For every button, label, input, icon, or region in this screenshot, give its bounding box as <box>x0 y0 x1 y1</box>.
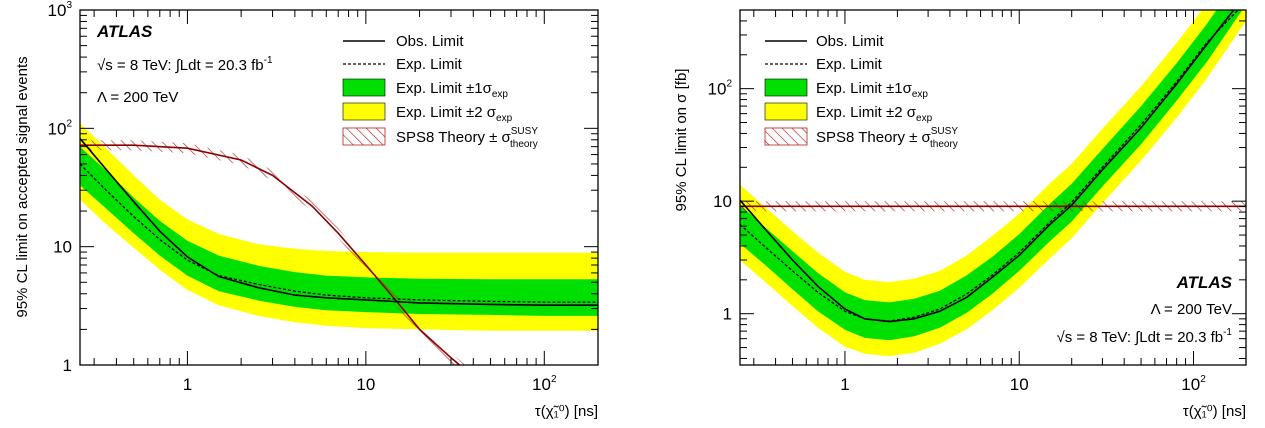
left-legend-1sigma: Exp. Limit ±1σexp <box>396 80 508 100</box>
left-xtick-label: 1 <box>183 375 192 394</box>
left-panel: 1 10 102 1 10 102 103 95% CL limit on accepted… <box>14 0 599 420</box>
left-ytick-label: 102 <box>48 118 73 138</box>
right-legend-2sigma: Exp. Limit ±2 σexp <box>816 104 933 124</box>
right-panel: 1 10 102 1 10 102 95% CL limit on σ [fb] τ(χ̃… <box>673 9 1247 420</box>
left-ytick-label: 10 <box>53 238 72 257</box>
right-xlabel: τ(χ̃₁⁰) [ns] <box>1183 403 1246 420</box>
left-observed-line <box>80 137 598 306</box>
right-energy-label: √s = 8 TeV: ∫Ldt = 20.3 fb-1 <box>1056 327 1232 346</box>
left-legend-1sigma-swatch <box>342 78 386 97</box>
left-energy-sup: -1 <box>264 55 273 66</box>
left-legend-theory-sub: theory <box>510 139 538 150</box>
right-legend-2sigma-sub: exp <box>916 113 933 124</box>
right-energy-sup: -1 <box>1223 327 1232 338</box>
left-legend-theory: SPS8 Theory ± σSUSY theory <box>396 126 538 150</box>
right-xtick-label: 10 <box>1010 375 1029 394</box>
left-frame <box>79 9 599 366</box>
left-expected-line <box>80 163 598 303</box>
right-legend-1sigma-sub: exp <box>912 89 929 100</box>
left-xtick-label: 102 <box>532 374 557 394</box>
left-ytick-label: 103 <box>48 0 73 20</box>
left-xlabel: τ(χ̃₁⁰) [ns] <box>535 403 598 420</box>
right-bands <box>740 10 1246 357</box>
left-xtick-label: 10 <box>356 375 375 394</box>
right-legend-theory: SPS8 Theory ± σSUSY theory <box>816 126 958 150</box>
left-legend: Obs. Limit Exp. Limit Exp. Limit ±1σexp … <box>342 33 538 150</box>
left-axes: 1 10 102 1 10 102 103 <box>48 0 599 394</box>
left-legend-2sigma-swatch <box>342 102 386 121</box>
left-xtick-sup: 2 <box>551 374 557 385</box>
right-legend-theory-sub: theory <box>930 139 958 150</box>
right-legend-2sigma-swatch <box>764 102 808 121</box>
right-legend-exp: Exp. Limit <box>816 56 883 73</box>
left-atlas-label: ATLAS <box>96 22 153 41</box>
right-legend-obs: Obs. Limit <box>816 33 884 50</box>
left-bands <box>80 123 598 331</box>
right-observed-line <box>740 10 1235 323</box>
right-atlas-label: ATLAS <box>1176 273 1233 292</box>
right-xtick-label: 102 <box>1181 374 1206 394</box>
left-ytick-sup: 2 <box>66 118 72 129</box>
right-xtick-sup: 2 <box>1200 374 1206 385</box>
left-band-1sigma <box>80 146 598 316</box>
right-band-1sigma <box>740 10 1243 341</box>
right-axes: 1 10 102 1 10 102 <box>708 9 1247 394</box>
left-ytick-sup: 3 <box>66 0 72 11</box>
right-expected-line <box>740 10 1239 322</box>
right-legend: Obs. Limit Exp. Limit Exp. Limit ±1σexp … <box>764 33 958 150</box>
left-legend-exp: Exp. Limit <box>396 56 463 73</box>
right-frame <box>739 9 1247 366</box>
left-theory-line <box>80 144 461 365</box>
left-ylabel: 95% CL limit on accepted signal events <box>14 56 31 317</box>
left-legend-obs: Obs. Limit <box>396 33 464 50</box>
right-lines <box>740 10 1246 323</box>
left-lines <box>80 137 598 365</box>
right-legend-theory-sup: SUSY <box>931 126 959 137</box>
right-legend-1sigma: Exp. Limit ±1σexp <box>816 80 928 100</box>
left-legend-2sigma-sub: exp <box>496 113 513 124</box>
right-legend-theory-swatch <box>764 127 808 146</box>
right-ylabel: 95% CL limit on σ [fb] <box>673 69 690 212</box>
left-energy-label: √s = 8 TeV: ∫Ldt = 20.3 fb-1 <box>97 55 273 74</box>
left-legend-2sigma: Exp. Limit ±2 σexp <box>396 104 513 124</box>
left-legend-1sigma-sub: exp <box>492 89 509 100</box>
right-ytick-label: 1 <box>723 305 732 324</box>
right-lambda-label: Λ = 200 TeV <box>1151 301 1232 318</box>
right-legend-1sigma-swatch <box>764 78 808 97</box>
right-ytick-label: 102 <box>708 79 733 99</box>
right-xtick-label: 1 <box>840 375 849 394</box>
left-legend-theory-sup: SUSY <box>511 126 539 137</box>
left-legend-theory-swatch <box>342 127 386 146</box>
right-ytick-label: 10 <box>713 192 732 211</box>
left-ytick-label: 1 <box>63 356 72 375</box>
right-ytick-sup: 2 <box>726 79 732 90</box>
left-lambda-label: Λ = 200 TeV <box>97 89 178 106</box>
